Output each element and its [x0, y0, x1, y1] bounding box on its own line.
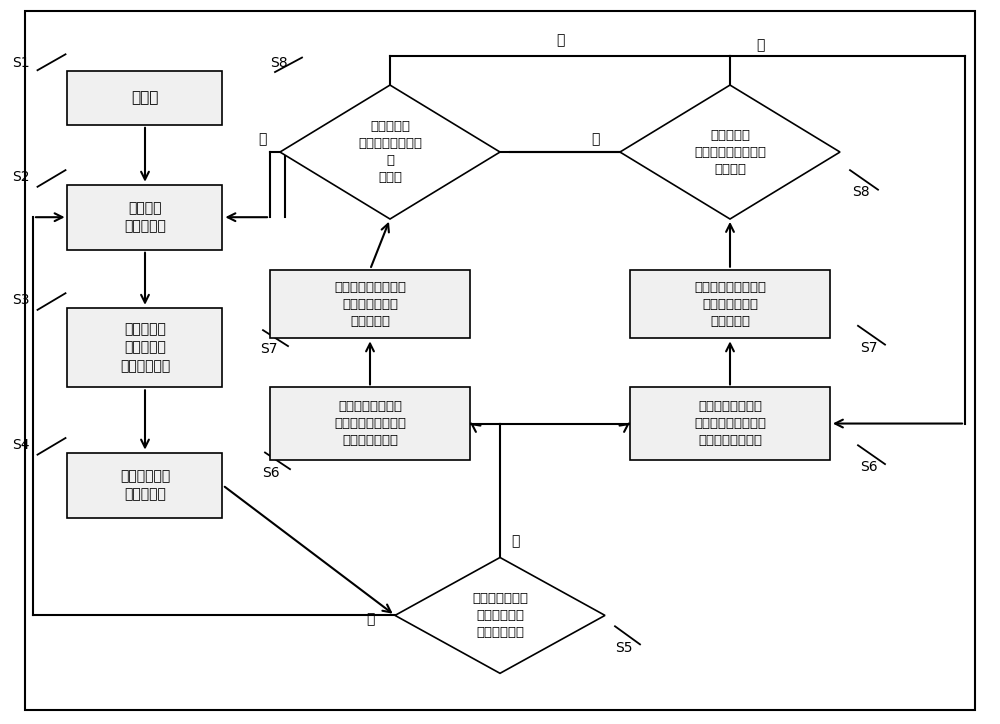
Polygon shape — [620, 85, 840, 219]
Bar — [270, 387, 470, 460]
Bar — [67, 452, 222, 518]
Text: 前后两个处理块
峰值位置差值
小于一定范围: 前后两个处理块 峰值位置差值 小于一定范围 — [472, 592, 528, 639]
Text: 是: 是 — [556, 33, 564, 47]
Text: 是: 是 — [511, 534, 519, 549]
Text: 处理信号块
与参考信号
进行相关运算: 处理信号块 与参考信号 进行相关运算 — [120, 322, 170, 373]
Bar — [67, 308, 222, 387]
Text: 以峰值位置为起始
点，取出当前处理块
一定长度的信号: 以峰值位置为起始 点，取出当前处理块 一定长度的信号 — [334, 400, 406, 447]
Text: 计算相关运算
的峰值位置: 计算相关运算 的峰值位置 — [120, 469, 170, 501]
Text: 是: 是 — [756, 38, 764, 52]
Text: 峰值位置离
信号起始或结束位
置
定范围: 峰值位置离 信号起始或结束位 置 定范围 — [358, 120, 422, 184]
Text: 峰值位置离
信号起始或结束位置
一定范围: 峰值位置离 信号起始或结束位置 一定范围 — [694, 129, 766, 175]
Bar — [630, 387, 830, 460]
Bar — [270, 270, 470, 339]
Text: 否: 否 — [591, 132, 599, 146]
Text: S1: S1 — [12, 56, 30, 70]
Text: S2: S2 — [12, 170, 30, 185]
Text: S7: S7 — [860, 340, 878, 355]
Text: 计算取出信号与参考
信号相关结果的
的峰值位置: 计算取出信号与参考 信号相关结果的 的峰值位置 — [694, 281, 766, 327]
Text: S6: S6 — [262, 466, 280, 480]
Text: 计算取出信号与参考
信号相关结果的
的峰值位置: 计算取出信号与参考 信号相关结果的 的峰值位置 — [334, 281, 406, 327]
Text: S8: S8 — [270, 56, 288, 70]
Text: 初始化: 初始化 — [131, 90, 159, 105]
Text: S7: S7 — [260, 342, 278, 356]
Text: S5: S5 — [615, 641, 633, 655]
Text: 采集信号
更新处理块: 采集信号 更新处理块 — [124, 201, 166, 233]
Bar — [67, 71, 222, 125]
Bar — [67, 185, 222, 250]
Text: 否: 否 — [258, 132, 266, 146]
Text: S8: S8 — [852, 185, 870, 199]
Text: 以峰值位置为起始
点，取出前一个处理
块一定长度的信号: 以峰值位置为起始 点，取出前一个处理 块一定长度的信号 — [694, 400, 766, 447]
Text: 否: 否 — [366, 612, 374, 626]
Text: S6: S6 — [860, 460, 878, 474]
Text: S3: S3 — [12, 293, 30, 308]
Bar — [630, 270, 830, 339]
Polygon shape — [395, 557, 605, 673]
Text: S4: S4 — [12, 438, 30, 452]
Polygon shape — [280, 85, 500, 219]
